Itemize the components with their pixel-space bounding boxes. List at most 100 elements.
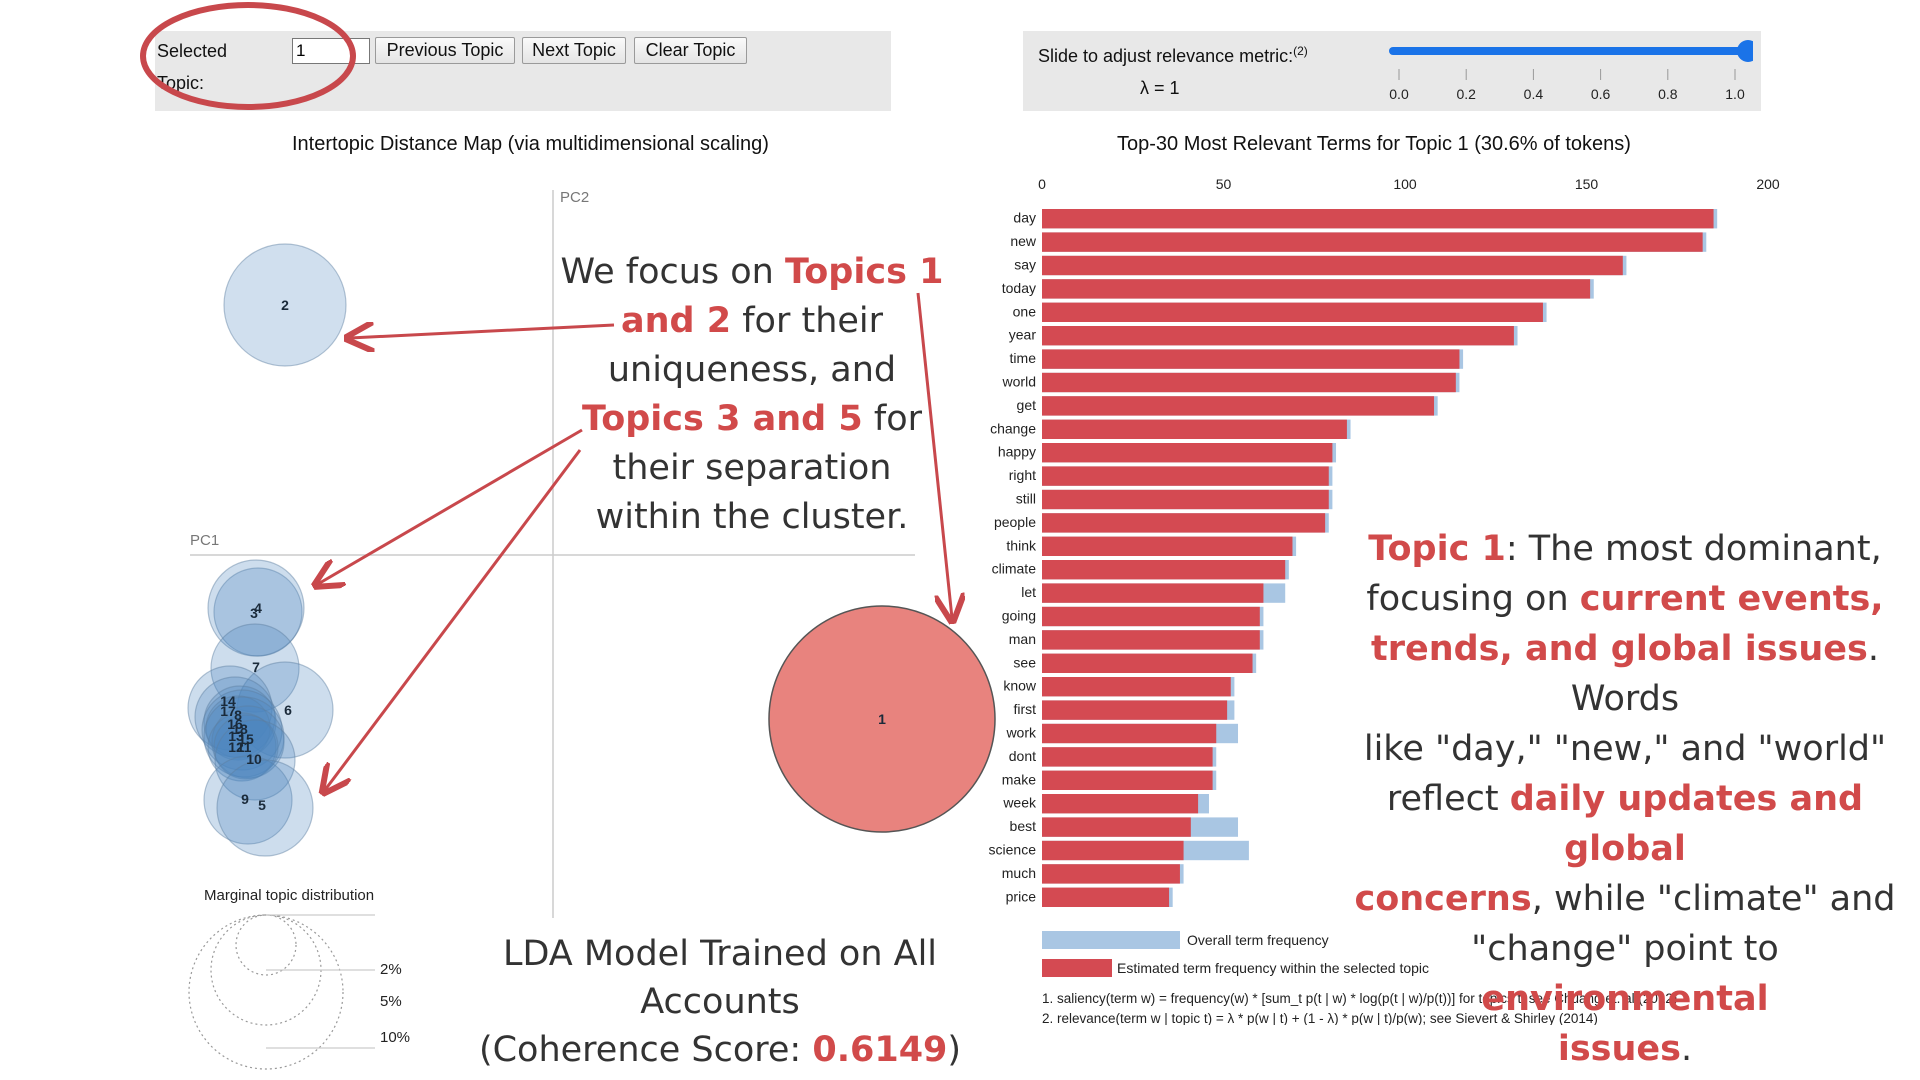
topic-bubble-4[interactable] — [207, 559, 305, 657]
term-label-get[interactable]: get — [1017, 397, 1037, 413]
topic-bubble-12[interactable] — [207, 712, 277, 782]
term-bar-chart: 0 50 100 150 200 day new say today one year time wor… — [989, 176, 1780, 1025]
bar-topic-change[interactable] — [1042, 419, 1347, 439]
topic-bubble-10[interactable] — [214, 719, 296, 801]
term-label-day[interactable]: day — [1013, 210, 1036, 226]
bar-topic-right[interactable] — [1042, 466, 1329, 486]
relevance-label: Slide to adjust relevance metric: — [1038, 46, 1294, 66]
bar-topic-people[interactable] — [1042, 513, 1326, 533]
term-label-still[interactable]: still — [1016, 491, 1036, 507]
term-label-know[interactable]: know — [1003, 678, 1037, 694]
relevance-footnote-mark: (2) — [1293, 44, 1308, 58]
term-label-man[interactable]: man — [1009, 631, 1036, 647]
topic-bubble-17[interactable] — [194, 676, 276, 758]
topic-bubble-13[interactable] — [203, 696, 285, 778]
term-label-climate[interactable]: climate — [992, 561, 1037, 577]
term-label-let[interactable]: let — [1021, 584, 1036, 600]
bar-topic-science[interactable] — [1042, 840, 1184, 861]
term-label-best[interactable]: best — [1010, 818, 1037, 834]
bar-topic-much[interactable] — [1042, 864, 1180, 884]
term-label-change[interactable]: change — [990, 420, 1036, 436]
marginal-legend — [188, 914, 375, 1070]
bar-topic-best[interactable] — [1042, 817, 1191, 837]
term-label-first[interactable]: first — [1013, 701, 1036, 717]
bar-topic-work[interactable] — [1042, 723, 1217, 744]
x-tick-label: 150 — [1575, 176, 1599, 192]
bar-topic-day[interactable] — [1042, 209, 1714, 229]
term-label-dont[interactable]: dont — [1009, 748, 1036, 764]
term-label-much[interactable]: much — [1002, 865, 1036, 881]
slider-tick-label: 0.2 — [1456, 86, 1476, 102]
topic-label-4: 4 — [254, 600, 262, 616]
term-label-one[interactable]: one — [1013, 303, 1037, 319]
bar-topic-know[interactable] — [1042, 677, 1231, 697]
bar-topic-one[interactable] — [1042, 302, 1543, 322]
bar-topic-man[interactable] — [1042, 630, 1260, 650]
slider-tick-label: 0.4 — [1524, 86, 1544, 102]
selected-topic-input[interactable] — [292, 38, 370, 64]
term-label-say[interactable]: say — [1014, 257, 1036, 273]
term-label-world[interactable]: world — [1002, 374, 1036, 390]
bar-topic-going[interactable] — [1042, 606, 1260, 627]
topic-bubble-3[interactable] — [213, 567, 303, 657]
relevance-slider-knob[interactable] — [1737, 40, 1753, 62]
term-label-week[interactable]: week — [1002, 795, 1037, 811]
lambda-value: λ = 1 — [1140, 78, 1180, 98]
term-label-today[interactable]: today — [1002, 280, 1036, 296]
clear-topic-button[interactable]: Clear Topic — [634, 37, 747, 64]
bar-topic-let[interactable] — [1042, 583, 1264, 603]
bar-topic-today[interactable] — [1042, 279, 1591, 299]
term-label-think[interactable]: think — [1006, 537, 1037, 553]
bar-topic-get[interactable] — [1042, 396, 1435, 416]
relevance-slider[interactable]: 0.0 0.2 0.4 0.6 0.8 1.0 — [1383, 31, 1753, 111]
bar-topic-climate[interactable] — [1042, 560, 1286, 580]
topic-label-7: 7 — [252, 659, 260, 675]
topic-bubble-18[interactable] — [205, 695, 271, 761]
term-label-going[interactable]: going — [1002, 608, 1036, 624]
term-label-work[interactable]: work — [1005, 725, 1037, 741]
bar-topic-year[interactable] — [1042, 326, 1514, 346]
bar-topic-happy[interactable] — [1042, 443, 1333, 463]
topic-bubble-6[interactable] — [236, 661, 334, 759]
topic-bubble-2[interactable] — [223, 243, 347, 367]
topic-bubble-8[interactable] — [203, 685, 277, 759]
term-label-price[interactable]: price — [1006, 888, 1037, 904]
term-label-science[interactable]: science — [989, 842, 1037, 858]
bar-topic-time[interactable] — [1042, 349, 1460, 369]
topic-bubble-11[interactable] — [213, 714, 279, 780]
term-label-right[interactable]: right — [1009, 467, 1036, 483]
previous-topic-button[interactable]: Previous Topic — [375, 37, 515, 64]
slider-tick-label: 0.0 — [1389, 86, 1409, 102]
term-label-time[interactable]: time — [1010, 350, 1037, 366]
topic-bubble-16[interactable] — [201, 689, 283, 771]
bar-topic-say[interactable] — [1042, 255, 1623, 276]
term-label-make[interactable]: make — [1002, 771, 1036, 787]
bar-topic-world[interactable] — [1042, 372, 1456, 393]
topic-label-14: 14 — [220, 693, 236, 709]
bar-topic-still[interactable] — [1042, 489, 1329, 510]
term-label-people[interactable]: people — [994, 514, 1036, 530]
term-label-year[interactable]: year — [1009, 327, 1037, 343]
bar-topic-first[interactable] — [1042, 700, 1228, 720]
bar-topic-see[interactable] — [1042, 653, 1253, 673]
term-label-happy[interactable]: happy — [998, 444, 1036, 460]
topic-bubble-5[interactable] — [216, 759, 314, 857]
topic-bubble-14[interactable] — [187, 665, 273, 751]
bar-topic-price[interactable] — [1042, 887, 1170, 907]
bar-topic-dont[interactable] — [1042, 747, 1213, 767]
bar-topic-make[interactable] — [1042, 770, 1213, 790]
topic-label-3: 3 — [250, 605, 258, 621]
topic-label-11: 11 — [237, 739, 252, 755]
term-label-see[interactable]: see — [1013, 654, 1036, 670]
topic-bubble-1[interactable] — [768, 605, 996, 833]
topic-bubble-7[interactable] — [210, 623, 300, 713]
bar-topic-new[interactable] — [1042, 232, 1703, 252]
term-label-new[interactable]: new — [1010, 233, 1037, 249]
topic-bubble-9[interactable] — [203, 755, 293, 845]
topic-bubble-15[interactable] — [211, 705, 285, 779]
bar-topic-think[interactable] — [1042, 536, 1293, 556]
bar-topic-week[interactable] — [1042, 794, 1199, 814]
next-topic-button[interactable]: Next Topic — [522, 37, 626, 64]
x-tick-label: 0 — [1038, 176, 1046, 192]
